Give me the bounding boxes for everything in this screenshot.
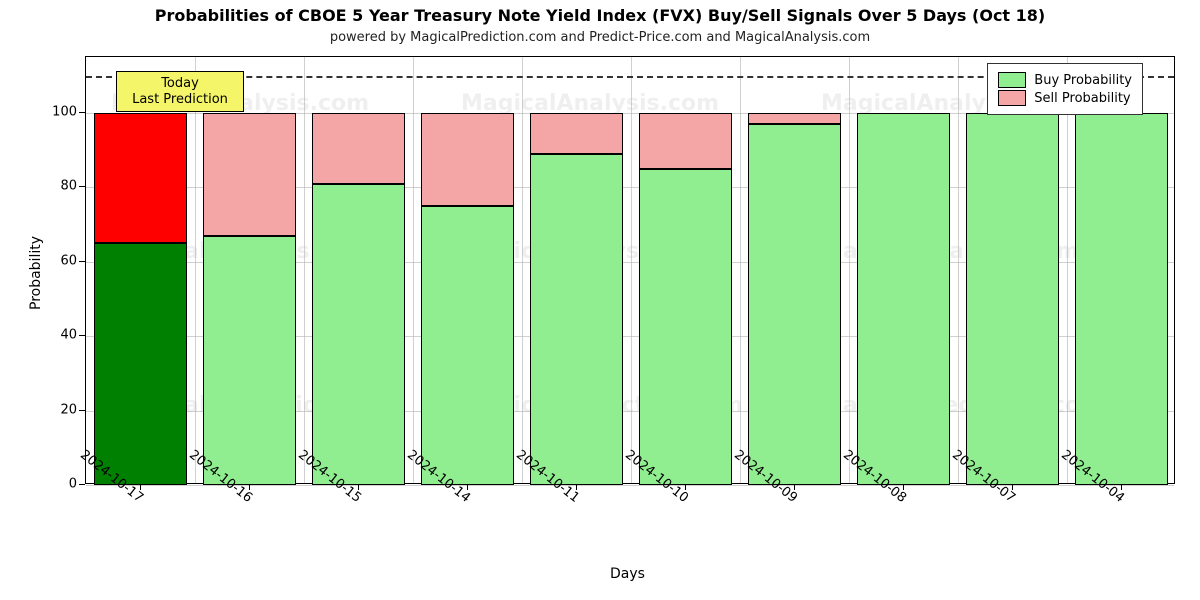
sell-bar: [203, 113, 297, 236]
legend: Buy Probability Sell Probability: [987, 63, 1143, 115]
chart-container: Probabilities of CBOE 5 Year Treasury No…: [0, 0, 1200, 600]
buy-bar: [1075, 113, 1169, 485]
legend-item: Buy Probability: [998, 72, 1132, 88]
y-tick-label: 20: [45, 402, 77, 417]
y-tick-mark: [79, 484, 85, 485]
x-axis-label: Days: [610, 566, 645, 582]
y-tick-label: 80: [45, 179, 77, 194]
chart-title: Probabilities of CBOE 5 Year Treasury No…: [0, 6, 1200, 25]
sell-bar: [94, 113, 188, 243]
legend-item: Sell Probability: [998, 90, 1132, 106]
sell-bar: [530, 113, 624, 154]
annotation-line1: Today: [127, 76, 233, 92]
legend-label: Sell Probability: [1034, 91, 1130, 106]
legend-label: Buy Probability: [1034, 73, 1132, 88]
plot-area: MagicalAnalysis.comMagicalAnalysis.comMa…: [85, 56, 1175, 484]
bars-layer: [86, 57, 1174, 483]
buy-bar: [530, 154, 624, 485]
sell-bar: [639, 113, 733, 169]
buy-bar: [857, 113, 951, 485]
buy-bar: [966, 113, 1060, 485]
buy-bar: [94, 243, 188, 485]
y-tick-label: 100: [45, 104, 77, 119]
sell-bar: [421, 113, 515, 206]
y-axis-label: Probability: [28, 236, 44, 310]
buy-bar: [748, 124, 842, 485]
y-tick-mark: [79, 186, 85, 187]
annotation-line2: Last Prediction: [127, 92, 233, 108]
buy-bar: [421, 206, 515, 485]
y-tick-mark: [79, 335, 85, 336]
y-tick-label: 60: [45, 253, 77, 268]
y-tick-mark: [79, 261, 85, 262]
y-tick-mark: [79, 410, 85, 411]
chart-subtitle: powered by MagicalPrediction.com and Pre…: [0, 30, 1200, 45]
legend-swatch: [998, 72, 1026, 88]
legend-swatch: [998, 90, 1026, 106]
y-tick-label: 40: [45, 328, 77, 343]
sell-bar: [748, 113, 842, 124]
buy-bar: [203, 236, 297, 485]
buy-bar: [639, 169, 733, 485]
sell-bar: [312, 113, 406, 184]
y-tick-label: 0: [45, 477, 77, 492]
buy-bar: [312, 184, 406, 485]
today-annotation: Today Last Prediction: [116, 71, 244, 112]
y-tick-mark: [79, 112, 85, 113]
